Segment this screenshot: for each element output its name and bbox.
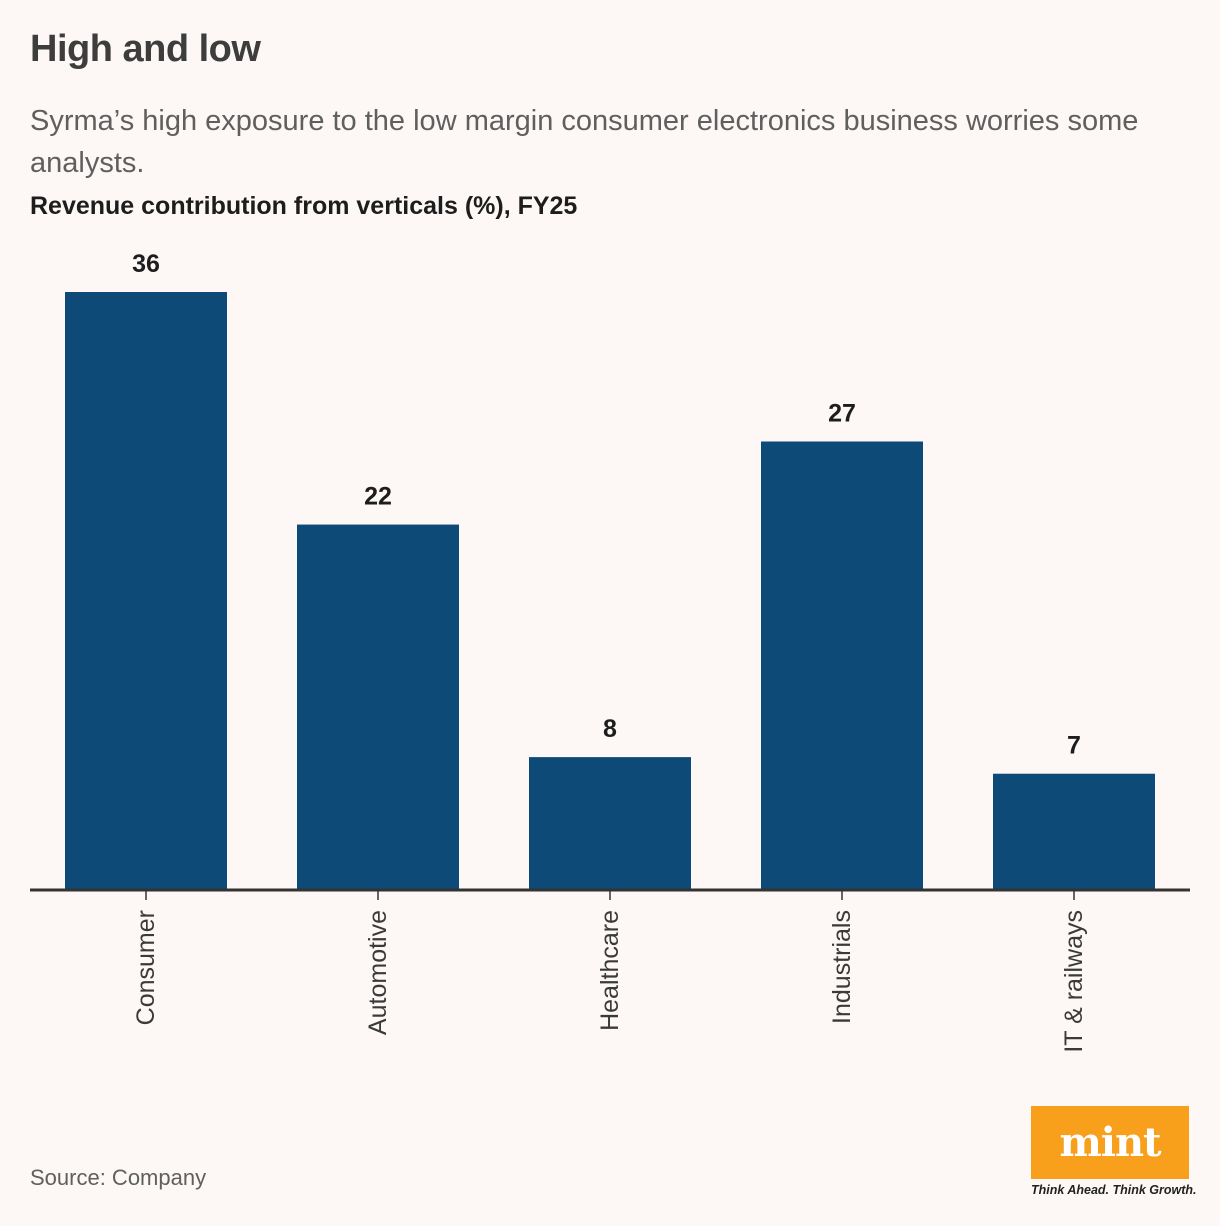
source-note: Source: Company [30, 1165, 207, 1190]
data-label: 7 [1067, 732, 1081, 760]
logo-tagline: Think Ahead. Think Growth. [1031, 1183, 1197, 1197]
bar-consumer [65, 292, 227, 890]
x-tick-label: Automotive [364, 910, 392, 1035]
data-label: 22 [364, 483, 392, 511]
chart-heading: Revenue contribution from verticals (%),… [30, 192, 578, 220]
bar-it-railways [993, 773, 1155, 890]
bar-industrials [761, 441, 923, 890]
x-tick-label: Industrials [828, 910, 856, 1024]
mint-logo: mint [1031, 1106, 1189, 1179]
x-tick-label: IT & railways [1060, 910, 1088, 1053]
data-label: 27 [828, 400, 856, 428]
logo-text: mint [1059, 1119, 1161, 1166]
chart-title: High and low [30, 28, 261, 70]
bar-healthcare [529, 757, 691, 890]
x-tick-label: Consumer [132, 910, 160, 1025]
x-tick-label: Healthcare [596, 910, 624, 1031]
chart-subtitle: Syrma’s high exposure to the low margin … [30, 105, 1139, 179]
data-label: 36 [132, 250, 160, 278]
data-label: 8 [603, 715, 617, 743]
bar-chart: 36 Consumer 22 Automotive 8 Healthcare 27 Indus… [30, 250, 1190, 1053]
bar-automotive [297, 524, 459, 890]
